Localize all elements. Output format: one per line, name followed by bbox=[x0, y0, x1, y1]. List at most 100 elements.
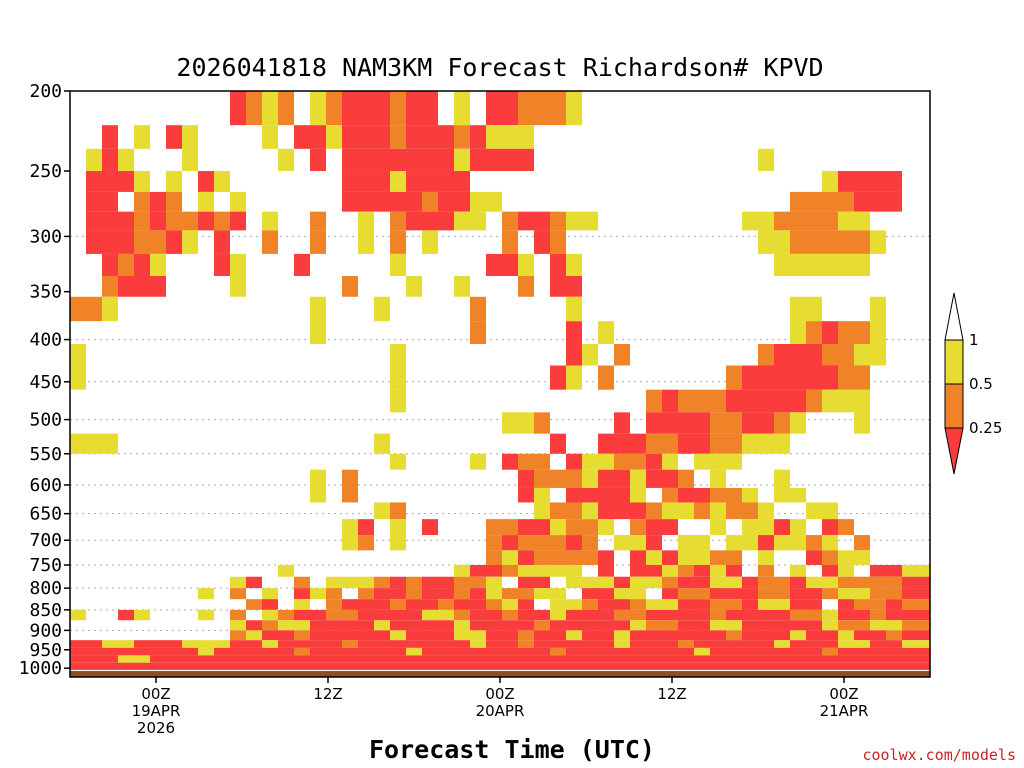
cell-r28-c19 bbox=[742, 620, 774, 631]
cell-r24-c17 bbox=[710, 576, 742, 589]
credit-text: coolwx.com/models bbox=[862, 746, 1016, 764]
cell-r6-c2 bbox=[166, 230, 182, 254]
cell-r24-c4 bbox=[342, 576, 374, 589]
cell-r23-c17 bbox=[870, 564, 902, 577]
cell-r27-c19 bbox=[646, 609, 678, 621]
cell-r27-c8 bbox=[326, 609, 358, 621]
cell-r31-c1 bbox=[198, 647, 214, 656]
y-tick-label-300: 300 bbox=[29, 226, 62, 247]
cell-r1-c9 bbox=[406, 125, 454, 149]
cell-r14-c8 bbox=[854, 412, 870, 434]
cell-r16-c1 bbox=[470, 453, 486, 470]
cell-r25-c14 bbox=[534, 588, 566, 600]
cell-r30-c22 bbox=[902, 640, 930, 648]
cell-r9-c4 bbox=[470, 296, 486, 322]
cell-r21-c2 bbox=[390, 535, 406, 551]
cell-r29-c5 bbox=[342, 630, 390, 641]
cell-r30-c5 bbox=[230, 640, 262, 648]
cell-r25-c19 bbox=[710, 588, 726, 600]
cell-r7-c6 bbox=[294, 253, 310, 276]
x-tick-label-4-1: 21APR bbox=[820, 702, 869, 720]
cell-r26-c5 bbox=[358, 599, 390, 610]
cell-r16-c7 bbox=[646, 453, 662, 470]
cell-r17-c0 bbox=[310, 469, 326, 488]
cell-r26-c18 bbox=[678, 599, 710, 610]
cell-r19-c3 bbox=[550, 502, 582, 520]
cell-r4-c0 bbox=[86, 191, 118, 212]
cell-r26-c25 bbox=[886, 599, 902, 610]
cell-r17-c4 bbox=[582, 469, 598, 488]
cell-r10-c7 bbox=[838, 321, 870, 345]
cell-r20-c0 bbox=[342, 519, 358, 536]
cell-r6-c5 bbox=[262, 230, 278, 254]
cell-r21-c12 bbox=[726, 535, 758, 551]
cell-r0-c9 bbox=[454, 91, 470, 126]
cell-r23-c3 bbox=[502, 564, 518, 577]
cell-r25-c11 bbox=[470, 588, 486, 600]
cell-r28-c2 bbox=[262, 620, 278, 631]
cell-r26-c0 bbox=[246, 599, 262, 610]
cell-r23-c10 bbox=[694, 564, 710, 577]
cell-r22-c13 bbox=[822, 550, 838, 565]
cell-r29-c1 bbox=[246, 630, 262, 641]
cell-r6-c11 bbox=[534, 230, 550, 254]
cell-r30-c15 bbox=[630, 640, 678, 648]
cell-r26-c13 bbox=[550, 599, 582, 610]
cell-r11-c5 bbox=[758, 344, 774, 366]
cell-r4-c3 bbox=[166, 191, 182, 212]
cell-r30-c16 bbox=[678, 640, 694, 648]
cell-r29-c7 bbox=[406, 630, 454, 641]
cell-r31-c9 bbox=[694, 647, 710, 656]
x-axis-label: Forecast Time (UTC) bbox=[369, 735, 655, 764]
cell-r24-c11 bbox=[518, 576, 550, 589]
cell-r12-c7 bbox=[838, 365, 870, 390]
cell-r26-c22 bbox=[790, 599, 822, 610]
cell-r28-c1 bbox=[246, 620, 262, 631]
cell-r27-c24 bbox=[790, 609, 822, 621]
cell-r19-c10 bbox=[726, 502, 758, 520]
cell-r7-c11 bbox=[566, 253, 582, 276]
cell-r1-c6 bbox=[326, 125, 342, 149]
cell-r6-c13 bbox=[758, 230, 790, 254]
cell-r0-c8 bbox=[406, 91, 438, 126]
cell-r17-c8 bbox=[678, 469, 694, 488]
cell-r27-c11 bbox=[422, 609, 454, 621]
cell-r17-c3 bbox=[534, 469, 582, 488]
cell-r30-c9 bbox=[358, 640, 470, 648]
cell-r1-c12 bbox=[486, 125, 534, 149]
cell-r3-c7 bbox=[406, 171, 470, 192]
cell-r6-c15 bbox=[870, 230, 886, 254]
cell-r26-c24 bbox=[854, 599, 886, 610]
cell-r11-c6 bbox=[774, 344, 822, 366]
cell-r8-c7 bbox=[550, 275, 582, 297]
cell-r25-c22 bbox=[790, 588, 822, 600]
cell-r26-c4 bbox=[342, 599, 358, 610]
cell-r26-c2 bbox=[294, 599, 310, 610]
cell-r5-c5 bbox=[214, 211, 230, 231]
cell-r28-c3 bbox=[278, 620, 310, 631]
cell-r21-c9 bbox=[614, 535, 646, 551]
cell-r22-c8 bbox=[662, 550, 678, 565]
cell-r9-c6 bbox=[790, 296, 822, 322]
cell-r27-c17 bbox=[566, 609, 614, 621]
cell-r30-c4 bbox=[198, 640, 230, 648]
cell-r22-c7 bbox=[646, 550, 662, 565]
cell-r2-c7 bbox=[454, 148, 470, 172]
cell-r7-c9 bbox=[518, 253, 534, 276]
cell-r24-c18 bbox=[742, 576, 758, 589]
cell-r28-c11 bbox=[502, 620, 534, 631]
cell-r24-c22 bbox=[838, 576, 870, 589]
cell-r1-c11 bbox=[470, 125, 486, 149]
cell-r32-c1 bbox=[118, 655, 150, 663]
cell-r8-c1 bbox=[118, 275, 166, 297]
cell-r28-c20 bbox=[774, 620, 822, 631]
cell-r25-c15 bbox=[582, 588, 614, 600]
cell-r28-c18 bbox=[710, 620, 742, 631]
cell-r3-c8 bbox=[822, 171, 838, 192]
cell-r31-c8 bbox=[566, 647, 694, 656]
cell-r6-c4 bbox=[214, 230, 230, 254]
cell-r20-c14 bbox=[790, 519, 806, 536]
cell-r30-c14 bbox=[614, 640, 630, 648]
cell-r5-c11 bbox=[406, 211, 454, 231]
cell-r29-c16 bbox=[662, 630, 678, 641]
